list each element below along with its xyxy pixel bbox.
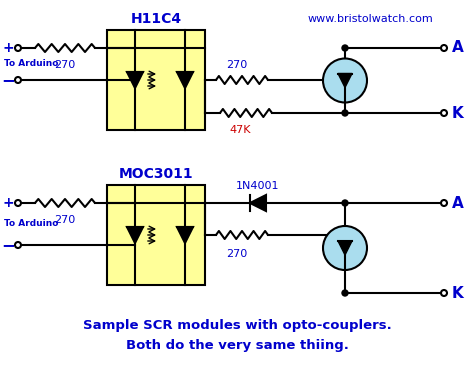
Text: H11C4: H11C4 (130, 12, 182, 26)
Polygon shape (338, 241, 352, 255)
Circle shape (441, 290, 447, 296)
Bar (107, 185, 205, 285)
Polygon shape (177, 72, 193, 88)
Text: 270: 270 (55, 215, 76, 225)
Polygon shape (338, 73, 352, 87)
Text: Both do the very same thiing.: Both do the very same thiing. (126, 338, 348, 352)
Text: 270: 270 (227, 60, 247, 70)
Circle shape (441, 110, 447, 116)
Bar (107, 30, 205, 130)
Text: K: K (452, 105, 464, 120)
Text: To Arduino: To Arduino (4, 219, 58, 229)
Text: 47K: 47K (229, 125, 251, 135)
Polygon shape (127, 72, 143, 88)
Text: −: − (1, 71, 15, 89)
Text: A: A (452, 196, 464, 211)
Polygon shape (127, 227, 143, 243)
Text: www.bristolwatch.com: www.bristolwatch.com (307, 14, 433, 24)
Circle shape (15, 77, 21, 83)
Text: MOC3011: MOC3011 (118, 167, 193, 181)
Text: +: + (2, 41, 14, 55)
Circle shape (342, 290, 348, 296)
Circle shape (342, 110, 348, 116)
Text: −: − (1, 236, 15, 254)
Circle shape (15, 242, 21, 248)
Text: Sample SCR modules with opto-couplers.: Sample SCR modules with opto-couplers. (82, 319, 392, 331)
Circle shape (15, 200, 21, 206)
Circle shape (441, 200, 447, 206)
Circle shape (441, 45, 447, 51)
Circle shape (323, 58, 367, 102)
Text: 270: 270 (227, 249, 247, 259)
Text: A: A (452, 40, 464, 55)
Text: +: + (2, 196, 14, 210)
Text: 270: 270 (55, 60, 76, 70)
Polygon shape (250, 195, 266, 211)
Text: 1N4001: 1N4001 (236, 181, 280, 191)
Text: K: K (452, 286, 464, 301)
Circle shape (342, 45, 348, 51)
Text: To Arduino: To Arduino (4, 59, 58, 69)
Circle shape (15, 45, 21, 51)
Polygon shape (177, 227, 193, 243)
Circle shape (342, 200, 348, 206)
Circle shape (323, 226, 367, 270)
